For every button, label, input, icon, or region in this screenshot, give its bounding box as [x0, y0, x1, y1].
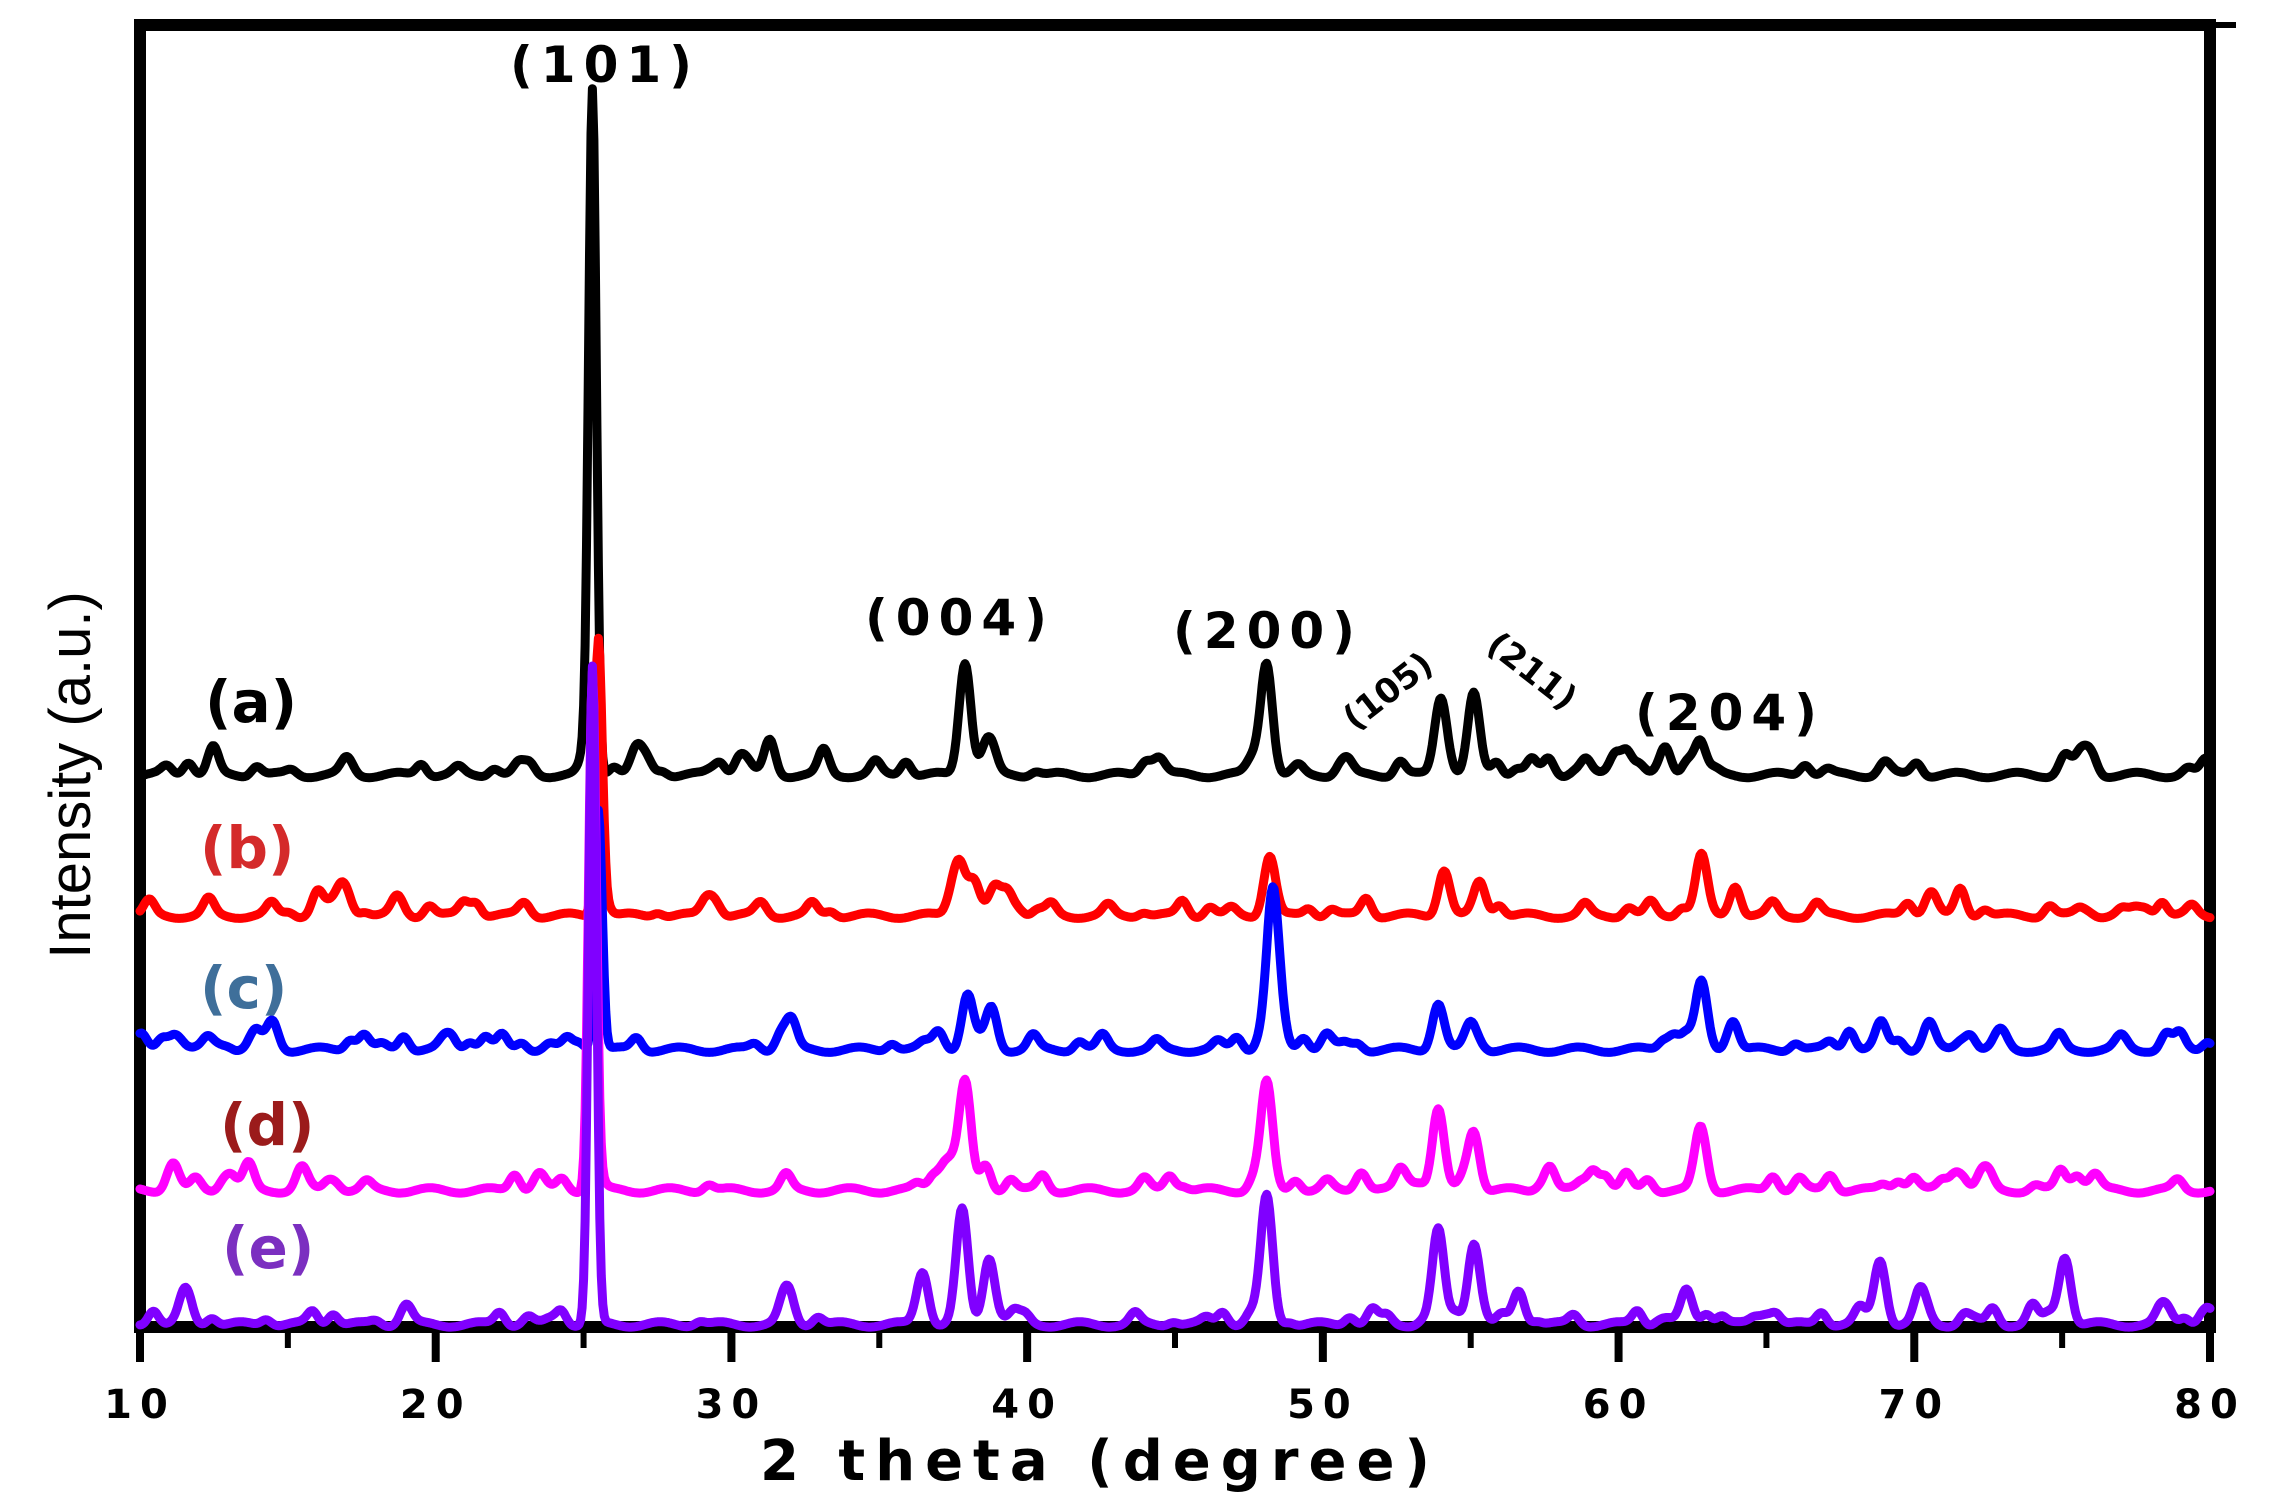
series-line-e — [135, 661, 2215, 1332]
x-tick-label: 40 — [991, 1382, 1063, 1428]
x-tick-label: 30 — [696, 1382, 768, 1428]
peak-label-204: (204) — [1635, 684, 1825, 742]
series-line-b — [135, 633, 2215, 923]
x-tick-label: 20 — [400, 1382, 472, 1428]
peak-label-211: (211) — [1479, 624, 1584, 718]
x-axis-title: 2 theta (degree) — [760, 1429, 1440, 1494]
series-line-c — [135, 805, 2215, 1057]
series-traces — [135, 84, 2215, 1332]
peak-label-200: (200) — [1173, 602, 1363, 660]
series-label-c: (c) — [200, 954, 287, 1022]
peak-label-004: (004) — [865, 589, 1055, 647]
x-tick-labels: 10 20 30 40 50 60 70 80 — [104, 1382, 2246, 1428]
series-label-b: (b) — [200, 814, 295, 882]
peak-label-101: (101) — [510, 36, 700, 94]
series-line-a — [135, 84, 2215, 783]
series-label-e: (e) — [222, 1214, 314, 1282]
plot-frame — [134, 19, 2216, 1333]
x-tick-label: 10 — [104, 1382, 176, 1428]
x-tick-label: 60 — [1583, 1382, 1655, 1428]
x-tick-label: 80 — [2174, 1382, 2246, 1428]
x-tick-label: 70 — [1878, 1382, 1950, 1428]
x-tick-label: 50 — [1287, 1382, 1359, 1428]
x-axis-ticks — [136, 1327, 2214, 1362]
peak-annotations: (101) (004) (200) (105) (211) (204) — [510, 36, 1825, 742]
series-labels: (a) (b) (c) (d) (e) — [200, 668, 315, 1282]
series-label-d: (d) — [220, 1091, 315, 1159]
y-axis-title: Intensity (a.u.) — [38, 591, 103, 958]
series-label-a: (a) — [205, 668, 297, 736]
series-line-d — [135, 666, 2215, 1198]
